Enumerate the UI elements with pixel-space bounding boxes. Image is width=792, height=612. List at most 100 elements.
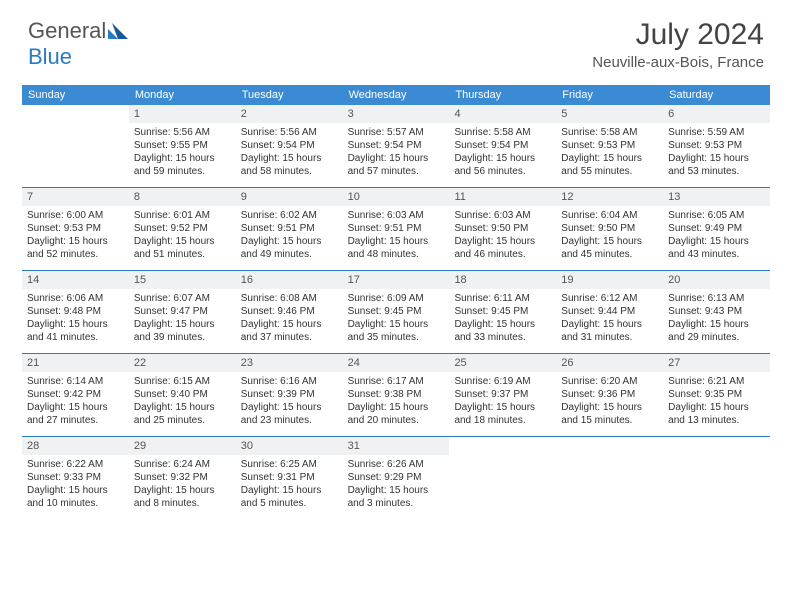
info-line: Sunset: 9:45 PM (348, 305, 445, 318)
info-line: and 55 minutes. (561, 165, 658, 178)
info-line: Daylight: 15 hours (241, 401, 338, 414)
day-info: Sunrise: 6:20 AMSunset: 9:36 PMDaylight:… (556, 372, 663, 430)
info-line: and 33 minutes. (454, 331, 551, 344)
day-cell: 3Sunrise: 5:57 AMSunset: 9:54 PMDaylight… (343, 105, 450, 187)
info-line: Sunrise: 6:19 AM (454, 375, 551, 388)
info-line: Sunrise: 6:01 AM (134, 209, 231, 222)
info-line: Sunset: 9:43 PM (668, 305, 765, 318)
day-cell (449, 437, 556, 519)
info-line: Sunrise: 6:20 AM (561, 375, 658, 388)
day-number (556, 437, 663, 455)
info-line: and 59 minutes. (134, 165, 231, 178)
day-number: 4 (449, 105, 556, 123)
info-line: Daylight: 15 hours (27, 484, 124, 497)
day-cell: 16Sunrise: 6:08 AMSunset: 9:46 PMDayligh… (236, 271, 343, 353)
day-info: Sunrise: 6:24 AMSunset: 9:32 PMDaylight:… (129, 455, 236, 513)
header: General July 2024 Neuville-aux-Bois, Fra… (0, 0, 792, 79)
day-cell: 2Sunrise: 5:56 AMSunset: 9:54 PMDaylight… (236, 105, 343, 187)
info-line: Daylight: 15 hours (134, 318, 231, 331)
day-cell: 18Sunrise: 6:11 AMSunset: 9:45 PMDayligh… (449, 271, 556, 353)
info-line: Sunset: 9:39 PM (241, 388, 338, 401)
day-cell: 6Sunrise: 5:59 AMSunset: 9:53 PMDaylight… (663, 105, 770, 187)
day-number: 27 (663, 354, 770, 372)
day-info: Sunrise: 6:14 AMSunset: 9:42 PMDaylight:… (22, 372, 129, 430)
day-info: Sunrise: 6:04 AMSunset: 9:50 PMDaylight:… (556, 206, 663, 264)
day-info: Sunrise: 6:19 AMSunset: 9:37 PMDaylight:… (449, 372, 556, 430)
info-line: Sunset: 9:38 PM (348, 388, 445, 401)
day-cell: 12Sunrise: 6:04 AMSunset: 9:50 PMDayligh… (556, 188, 663, 270)
info-line: and 29 minutes. (668, 331, 765, 344)
info-line: Sunrise: 5:56 AM (241, 126, 338, 139)
info-line: Sunset: 9:54 PM (241, 139, 338, 152)
day-cell: 21Sunrise: 6:14 AMSunset: 9:42 PMDayligh… (22, 354, 129, 436)
day-cell: 7Sunrise: 6:00 AMSunset: 9:53 PMDaylight… (22, 188, 129, 270)
day-info: Sunrise: 6:03 AMSunset: 9:50 PMDaylight:… (449, 206, 556, 264)
info-line: Daylight: 15 hours (348, 401, 445, 414)
day-info: Sunrise: 6:12 AMSunset: 9:44 PMDaylight:… (556, 289, 663, 347)
day-number: 23 (236, 354, 343, 372)
day-info: Sunrise: 5:58 AMSunset: 9:54 PMDaylight:… (449, 123, 556, 181)
info-line: and 51 minutes. (134, 248, 231, 261)
info-line: and 8 minutes. (134, 497, 231, 510)
info-line: Sunrise: 6:16 AM (241, 375, 338, 388)
logo: General (28, 18, 128, 44)
day-cell: 19Sunrise: 6:12 AMSunset: 9:44 PMDayligh… (556, 271, 663, 353)
info-line: and 56 minutes. (454, 165, 551, 178)
info-line: Daylight: 15 hours (454, 401, 551, 414)
info-line: Daylight: 15 hours (241, 484, 338, 497)
day-cell: 4Sunrise: 5:58 AMSunset: 9:54 PMDaylight… (449, 105, 556, 187)
info-line: Daylight: 15 hours (454, 152, 551, 165)
info-line: Sunset: 9:29 PM (348, 471, 445, 484)
day-cell: 9Sunrise: 6:02 AMSunset: 9:51 PMDaylight… (236, 188, 343, 270)
day-number: 21 (22, 354, 129, 372)
info-line: Sunset: 9:47 PM (134, 305, 231, 318)
info-line: Daylight: 15 hours (241, 318, 338, 331)
day-info: Sunrise: 6:03 AMSunset: 9:51 PMDaylight:… (343, 206, 450, 264)
day-number: 16 (236, 271, 343, 289)
info-line: Sunset: 9:35 PM (668, 388, 765, 401)
info-line: Sunset: 9:54 PM (348, 139, 445, 152)
info-line: Sunrise: 6:12 AM (561, 292, 658, 305)
info-line: Sunset: 9:54 PM (454, 139, 551, 152)
day-header-cell: Friday (556, 85, 663, 105)
info-line: Daylight: 15 hours (561, 318, 658, 331)
day-number (449, 437, 556, 455)
info-line: and 10 minutes. (27, 497, 124, 510)
logo-icon (108, 22, 128, 40)
day-number: 15 (129, 271, 236, 289)
info-line: and 3 minutes. (348, 497, 445, 510)
info-line: and 31 minutes. (561, 331, 658, 344)
day-cell: 29Sunrise: 6:24 AMSunset: 9:32 PMDayligh… (129, 437, 236, 519)
info-line: and 27 minutes. (27, 414, 124, 427)
day-info: Sunrise: 6:21 AMSunset: 9:35 PMDaylight:… (663, 372, 770, 430)
week-row: 7Sunrise: 6:00 AMSunset: 9:53 PMDaylight… (22, 187, 770, 270)
info-line: Sunrise: 6:05 AM (668, 209, 765, 222)
info-line: Daylight: 15 hours (27, 318, 124, 331)
day-number: 5 (556, 105, 663, 123)
info-line: Sunset: 9:44 PM (561, 305, 658, 318)
info-line: Daylight: 15 hours (668, 318, 765, 331)
day-number: 1 (129, 105, 236, 123)
day-info: Sunrise: 6:16 AMSunset: 9:39 PMDaylight:… (236, 372, 343, 430)
info-line: Sunset: 9:45 PM (454, 305, 551, 318)
day-info: Sunrise: 6:08 AMSunset: 9:46 PMDaylight:… (236, 289, 343, 347)
info-line: and 25 minutes. (134, 414, 231, 427)
day-header-cell: Saturday (663, 85, 770, 105)
day-number: 22 (129, 354, 236, 372)
info-line: Daylight: 15 hours (241, 152, 338, 165)
logo-text-1: General (28, 18, 106, 44)
info-line: Sunset: 9:53 PM (668, 139, 765, 152)
day-cell: 5Sunrise: 5:58 AMSunset: 9:53 PMDaylight… (556, 105, 663, 187)
info-line: Sunrise: 6:24 AM (134, 458, 231, 471)
info-line: Sunrise: 6:14 AM (27, 375, 124, 388)
day-header-cell: Monday (129, 85, 236, 105)
day-cell: 27Sunrise: 6:21 AMSunset: 9:35 PMDayligh… (663, 354, 770, 436)
info-line: Daylight: 15 hours (348, 152, 445, 165)
day-number: 19 (556, 271, 663, 289)
day-cell: 20Sunrise: 6:13 AMSunset: 9:43 PMDayligh… (663, 271, 770, 353)
day-info: Sunrise: 6:01 AMSunset: 9:52 PMDaylight:… (129, 206, 236, 264)
day-number: 10 (343, 188, 450, 206)
info-line: and 41 minutes. (27, 331, 124, 344)
day-cell: 23Sunrise: 6:16 AMSunset: 9:39 PMDayligh… (236, 354, 343, 436)
day-number: 3 (343, 105, 450, 123)
